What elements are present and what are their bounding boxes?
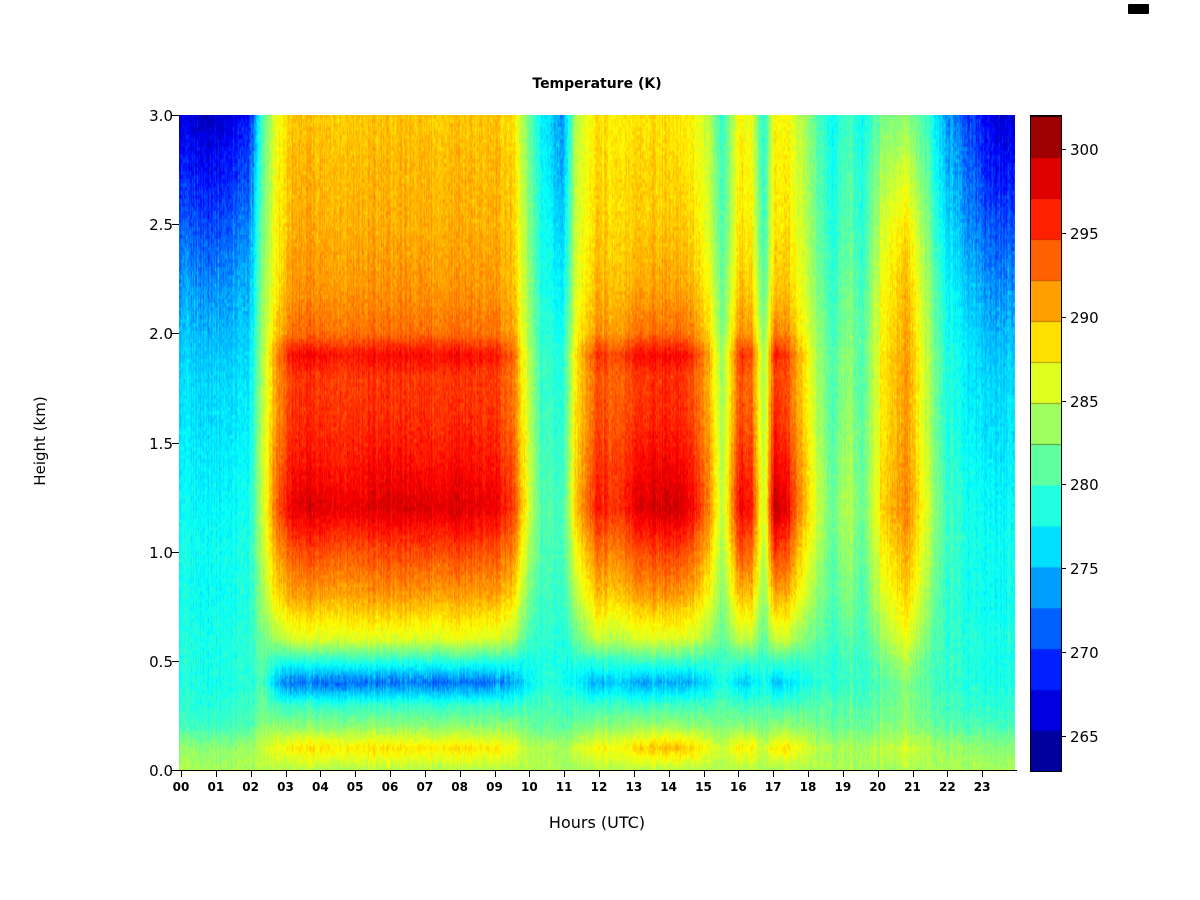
colorbar-tick-label: 270 [1070,644,1099,663]
x-tick-mark [459,771,461,777]
colorbar-tick-label: 265 [1070,728,1099,747]
x-tick-mark [808,771,809,777]
x-tick-label: 02 [242,780,259,794]
colorbar-tick-mark [1061,148,1066,150]
x-tick-label: 17 [764,780,782,794]
x-axis-line [179,770,1017,771]
x-tick-label: 01 [207,780,225,794]
y-tick-label: 2.5 [149,216,173,235]
y-tick-label: 1.0 [149,543,173,562]
colorbar-tick-label: 290 [1070,308,1099,327]
x-tick-label: 00 [172,780,190,794]
colorbar-tick-mark [1061,568,1066,570]
x-tick-mark [390,771,391,777]
y-tick-label: 1.5 [149,434,173,453]
y-tick-label: 0.5 [149,652,173,671]
x-tick-mark [738,771,740,777]
x-tick-mark [320,771,322,777]
x-tick-label: 08 [451,780,468,794]
x-tick-mark [982,771,984,777]
x-tick-mark [842,771,844,777]
x-tick-label: 18 [799,780,817,794]
x-tick-label: 10 [520,780,538,794]
y-tick-label: 0.0 [149,762,173,780]
x-tick-label: 07 [416,780,434,794]
heatmap-canvas [179,115,1015,770]
x-tick-mark [633,771,635,777]
x-tick-mark [529,771,531,777]
colorbar-tick-mark [1061,484,1066,486]
x-tick-mark [668,771,670,777]
x-tick-label: 19 [834,780,852,794]
x-tick-label: 23 [973,780,991,794]
x-tick-label: 03 [277,780,294,794]
colorbar-tick-label: 275 [1070,560,1099,579]
x-tick-mark [773,771,775,777]
x-tick-label: 06 [381,780,399,794]
y-tick-mark [172,224,179,226]
x-tick-label: 14 [660,780,677,794]
x-tick-mark [424,771,426,777]
x-tick-mark [877,771,879,777]
x-tick-label: 22 [938,780,956,794]
x-tick-label: 16 [729,780,747,794]
x-tick-label: 12 [590,780,608,794]
top-right-window-artifact [1128,4,1149,14]
x-tick-label: 15 [695,780,712,794]
y-axis-title: Height (km) [31,396,49,486]
colorbar-canvas [1030,115,1062,772]
x-tick-mark [250,771,252,777]
y-tick-label: 3.0 [149,107,173,125]
x-axis-title: Hours (UTC) [548,813,646,832]
y-tick-mark [172,660,179,662]
x-tick-label: 11 [555,780,573,794]
x-tick-label: 21 [904,780,921,794]
colorbar-tick-label: 280 [1070,476,1099,495]
x-tick-mark [494,771,496,777]
y-tick-mark [172,551,179,553]
x-tick-label: 13 [625,780,643,794]
x-tick-mark [599,771,600,777]
colorbar-tick-mark [1061,400,1066,402]
colorbar-tick-mark [1061,316,1066,318]
colorbar-tick-mark [1061,736,1066,738]
x-tick-mark [215,771,217,777]
x-tick-mark [285,771,287,777]
chart-title: Temperature (K) [532,76,662,92]
x-tick-mark [564,771,566,777]
y-tick-label: 2.0 [149,325,173,344]
colorbar-tick-mark [1061,652,1066,654]
colorbar-tick-label: 300 [1070,140,1099,159]
x-tick-label: 04 [311,780,329,794]
x-tick-mark [181,771,182,777]
x-tick-mark [947,771,949,777]
x-tick-mark [355,771,357,777]
x-tick-label: 09 [486,780,503,794]
colorbar-tick-mark [1061,232,1066,234]
y-tick-mark [172,442,179,444]
y-tick-mark [172,333,179,335]
x-tick-label: 20 [869,780,886,794]
y-tick-mark [172,115,179,116]
x-tick-mark [912,771,914,777]
colorbar-tick-label: 295 [1070,224,1099,243]
y-tick-mark [172,770,179,771]
x-tick-mark [703,771,705,777]
x-tick-label: 05 [346,780,364,794]
colorbar-tick-label: 285 [1070,392,1099,411]
